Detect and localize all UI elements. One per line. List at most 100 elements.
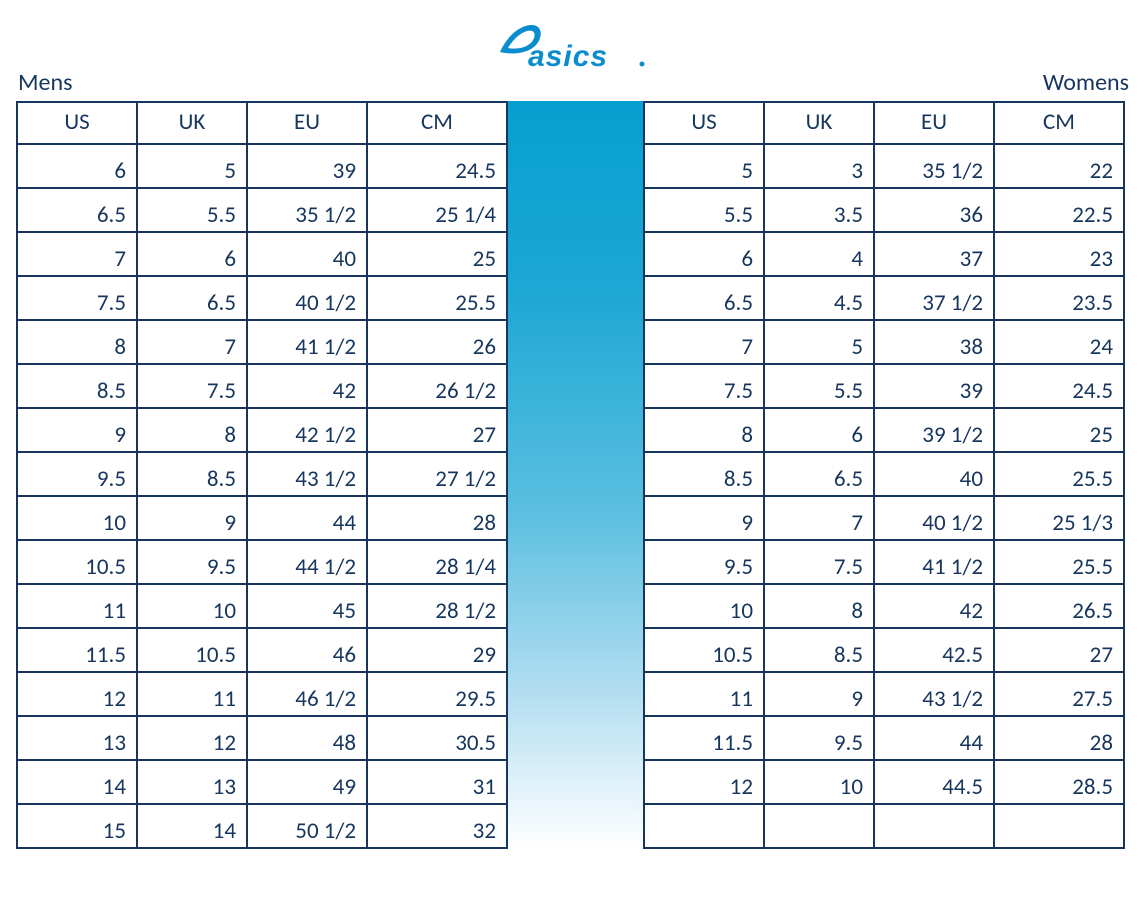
table-cell: 5.5 <box>764 364 874 408</box>
table-cell: 15 <box>17 804 137 848</box>
table-cell: 27 <box>994 628 1124 672</box>
table-cell: 41 1/2 <box>874 540 994 584</box>
table-cell: 37 1/2 <box>874 276 994 320</box>
table-cell <box>994 804 1124 848</box>
table-cell: 45 <box>247 584 367 628</box>
table-cell: 35 1/2 <box>247 188 367 232</box>
table-cell: 10 <box>137 584 247 628</box>
table-cell: 28 1/4 <box>367 540 507 584</box>
table-cell: 32 <box>367 804 507 848</box>
table-cell: 26 <box>367 320 507 364</box>
tables-container: US UK EU CM 653924.56.55.535 1/225 1/476… <box>16 101 1131 849</box>
table-cell: 13 <box>137 760 247 804</box>
table-row: 14134931 <box>17 760 507 804</box>
table-cell: 6 <box>17 144 137 188</box>
table-row: 8741 1/226 <box>17 320 507 364</box>
table-cell: 28 <box>367 496 507 540</box>
table-cell: 42 <box>247 364 367 408</box>
col-header: US <box>644 102 764 144</box>
table-row: 764025 <box>17 232 507 276</box>
table-cell: 12 <box>137 716 247 760</box>
col-header: UK <box>137 102 247 144</box>
womens-table-body: 5335 1/2225.53.53622.56437236.54.537 1/2… <box>644 144 1124 848</box>
table-cell: 7 <box>764 496 874 540</box>
table-cell: 9 <box>644 496 764 540</box>
table-cell: 25 <box>994 408 1124 452</box>
table-cell: 24.5 <box>994 364 1124 408</box>
table-cell: 25 1/4 <box>367 188 507 232</box>
table-cell: 11 <box>137 672 247 716</box>
table-cell: 38 <box>874 320 994 364</box>
table-row: 7.55.53924.5 <box>644 364 1124 408</box>
table-cell: 5 <box>764 320 874 364</box>
table-cell: 3.5 <box>764 188 874 232</box>
table-cell: 25 <box>367 232 507 276</box>
table-cell: 39 <box>247 144 367 188</box>
table-cell: 42 1/2 <box>247 408 367 452</box>
table-cell: 36 <box>874 188 994 232</box>
table-cell: 10.5 <box>17 540 137 584</box>
table-cell: 25.5 <box>994 452 1124 496</box>
table-cell: 7.5 <box>764 540 874 584</box>
table-cell: 43 1/2 <box>247 452 367 496</box>
table-cell: 40 <box>874 452 994 496</box>
table-row: 10.59.544 1/228 1/4 <box>17 540 507 584</box>
womens-table-head: US UK EU CM <box>644 102 1124 144</box>
table-row: 121146 1/229.5 <box>17 672 507 716</box>
table-cell: 37 <box>874 232 994 276</box>
mens-table: US UK EU CM 653924.56.55.535 1/225 1/476… <box>16 101 508 849</box>
table-cell: 11.5 <box>17 628 137 672</box>
table-cell: 29 <box>367 628 507 672</box>
table-cell: 9 <box>137 496 247 540</box>
table-cell: 7 <box>137 320 247 364</box>
table-row: 5.53.53622.5 <box>644 188 1124 232</box>
table-cell: 22 <box>994 144 1124 188</box>
table-cell: 11 <box>17 584 137 628</box>
table-row: 9842 1/227 <box>17 408 507 452</box>
table-cell: 48 <box>247 716 367 760</box>
table-cell: 10 <box>764 760 874 804</box>
table-cell: 9.5 <box>137 540 247 584</box>
table-cell: 8.5 <box>137 452 247 496</box>
table-cell: 40 1/2 <box>874 496 994 540</box>
table-cell: 5 <box>644 144 764 188</box>
table-cell: 39 1/2 <box>874 408 994 452</box>
table-cell: 8 <box>644 408 764 452</box>
table-cell: 42 <box>874 584 994 628</box>
table-cell: 8 <box>17 320 137 364</box>
table-cell: 10.5 <box>137 628 247 672</box>
table-cell: 6.5 <box>137 276 247 320</box>
mens-table-head: US UK EU CM <box>17 102 507 144</box>
table-cell: 50 1/2 <box>247 804 367 848</box>
table-cell: 23.5 <box>994 276 1124 320</box>
table-row: 6.55.535 1/225 1/4 <box>17 188 507 232</box>
table-cell: 9.5 <box>17 452 137 496</box>
table-cell: 10 <box>17 496 137 540</box>
table-cell: 46 1/2 <box>247 672 367 716</box>
table-row: 8639 1/225 <box>644 408 1124 452</box>
table-cell: 6.5 <box>764 452 874 496</box>
table-cell: 23 <box>994 232 1124 276</box>
table-row: 9.58.543 1/227 1/2 <box>17 452 507 496</box>
asics-logo-icon: asics <box>494 16 654 81</box>
table-cell: 8 <box>137 408 247 452</box>
col-header: EU <box>874 102 994 144</box>
table-row: 1094428 <box>17 496 507 540</box>
table-cell: 7.5 <box>17 276 137 320</box>
table-cell: 25.5 <box>994 540 1124 584</box>
table-cell: 27.5 <box>994 672 1124 716</box>
col-header: CM <box>994 102 1124 144</box>
table-cell: 3 <box>764 144 874 188</box>
table-cell: 43 1/2 <box>874 672 994 716</box>
table-cell: 8.5 <box>644 452 764 496</box>
table-cell: 25 1/3 <box>994 496 1124 540</box>
col-header: EU <box>247 102 367 144</box>
table-cell: 26 1/2 <box>367 364 507 408</box>
size-chart-page: asics Mens Womens US UK EU CM 653924.56.… <box>0 0 1147 913</box>
table-row: 11.510.54629 <box>17 628 507 672</box>
table-cell: 46 <box>247 628 367 672</box>
table-cell: 4 <box>764 232 874 276</box>
table-cell: 4.5 <box>764 276 874 320</box>
table-cell <box>874 804 994 848</box>
table-row: 5335 1/222 <box>644 144 1124 188</box>
